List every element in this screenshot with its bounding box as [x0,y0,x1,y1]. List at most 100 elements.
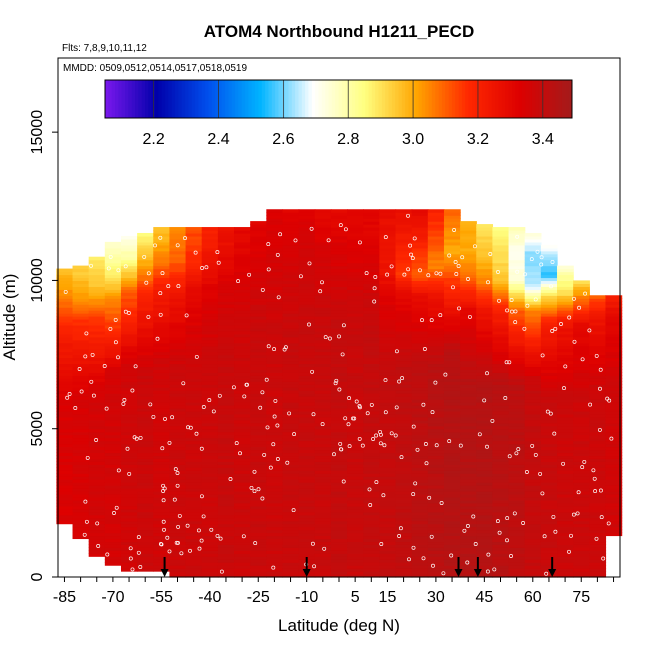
heatmap-cell [476,413,494,418]
heatmap-cell [347,381,364,385]
heatmap-cell [605,351,623,356]
heatmap-cell [395,333,413,338]
heatmap-cell [298,428,316,433]
heatmap-cell [120,292,138,296]
heatmap-cell [314,283,332,287]
heatmap-cell [330,366,348,370]
heatmap-cell [217,407,235,412]
heatmap-cell [557,446,574,451]
heatmap-cell [492,301,510,305]
heatmap-cell [120,416,138,421]
heatmap-cell [589,410,607,415]
heatmap-cell [169,232,187,237]
heatmap-cell [169,378,187,382]
heatmap-cell [476,514,494,519]
heatmap-cell [524,532,542,537]
heatmap-cell [605,402,623,406]
x-axis: -85 -70 -55 -40 -25 -10 5 15 30 45 60 75 [53,577,615,606]
heatmap-cell [492,387,510,391]
heatmap-cell [72,333,90,338]
heatmap-cell [427,488,445,492]
heatmap-cell [120,262,138,267]
heatmap-cell [56,336,74,341]
colorbar-segment [458,80,463,118]
heatmap-cell [120,381,138,385]
heatmap-cell [395,556,413,560]
heatmap-cell [411,422,429,427]
heatmap-cell [411,378,429,382]
heatmap-cell [217,381,235,385]
heatmap-cell [443,488,461,492]
heatmap-cell [476,286,494,290]
sample-point [535,249,540,254]
heatmap-cell [120,458,138,462]
heatmap-cell [460,514,477,519]
heatmap-cell [411,366,429,370]
heatmap-cell [540,330,558,335]
heatmap-cell [427,419,445,424]
heatmap-cell [250,452,267,457]
heatmap-cell [508,404,526,409]
heatmap-cell [508,357,526,362]
sample-point [447,253,452,258]
heatmap-cell [395,502,413,507]
heatmap-cell [56,339,74,344]
heatmap-cell [508,256,526,261]
sample-point [273,398,278,403]
heatmap-cell [460,393,477,397]
heatmap-cell [298,526,316,531]
heatmap-cell [330,535,348,540]
heatmap-cell [508,369,526,373]
heatmap-cell [540,407,558,412]
heatmap-cell [266,517,284,522]
heatmap-cell [104,271,122,276]
heatmap-cell [427,532,445,537]
heatmap-cell [250,366,267,370]
heatmap-cell [56,333,74,338]
heatmap-cell [476,565,494,569]
heatmap-cell [540,419,558,424]
heatmap-cell [379,553,397,557]
heatmap-cell [137,532,154,537]
heatmap-cell [427,345,445,350]
heatmap-cell [137,434,154,439]
heatmap-cell [314,357,332,362]
heatmap-cell [266,532,284,537]
heatmap-cell [330,384,348,388]
heatmap-cell [266,292,284,296]
sample-point [102,364,107,368]
heatmap-cell [524,304,542,308]
heatmap-cell [347,218,364,222]
heatmap-cell [557,384,574,388]
heatmap-cell [427,298,445,302]
heatmap-cell [573,520,590,525]
heatmap-cell [476,238,494,243]
heatmap-cell [217,396,235,400]
heatmap-cell [460,511,477,516]
heatmap-cell [330,419,348,424]
heatmap-cell [589,479,607,483]
heatmap-cell [120,333,138,338]
heatmap-cell [330,556,348,560]
heatmap-cell [573,324,590,329]
heatmap-cell [104,384,122,388]
colorbar-segment [465,80,470,118]
heatmap-cell [540,327,558,332]
heatmap-cell [363,523,380,528]
heatmap-cell [379,372,397,376]
heatmap-cell [217,422,235,427]
heatmap-cell [217,493,235,498]
heatmap-cell [605,437,623,442]
heatmap-cell [524,235,542,240]
heatmap-cell [427,381,445,385]
colorbar-tick-label: 3.2 [467,131,489,148]
heatmap-cell [266,357,284,362]
heatmap-cell [250,544,267,548]
heatmap-cell [234,523,251,528]
heatmap-cell [443,422,461,427]
heatmap-cell [201,490,219,495]
heatmap-cell [379,244,397,249]
heatmap-cell [185,336,203,341]
heatmap-cell [266,235,284,240]
heatmap-cell [298,473,316,477]
